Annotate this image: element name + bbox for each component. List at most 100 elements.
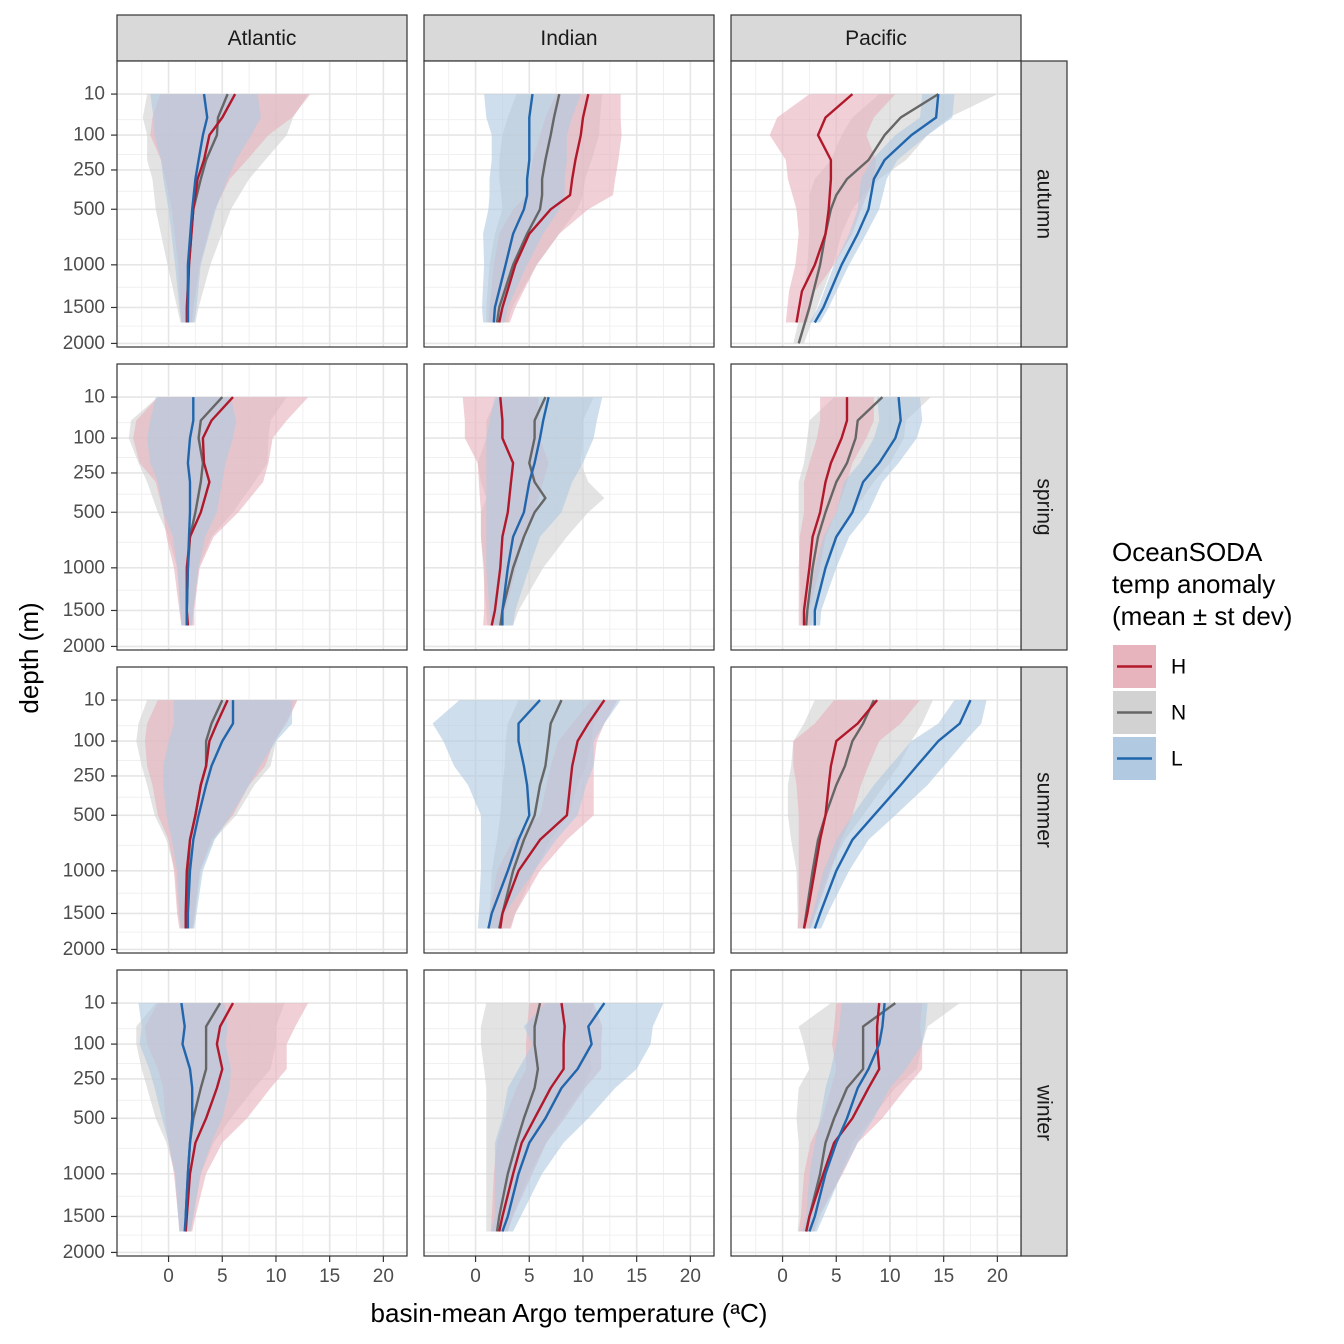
legend: OceanSODA temp anomaly (mean ± st dev) H…: [1112, 537, 1292, 780]
panel-winter-pacific: [730, 969, 1022, 1257]
mean-line-L: [492, 93, 534, 323]
panel-data: [136, 699, 298, 929]
mean-line-N: [495, 93, 561, 323]
y-tick-label: 1000: [63, 557, 105, 578]
y-tick-label: 10: [84, 993, 105, 1014]
x-tick-label: 0: [777, 1266, 788, 1287]
legend-title-line-3: (mean ± st dev): [1112, 601, 1292, 631]
y-tick-label: 500: [73, 1108, 105, 1129]
x-tick-label: 5: [217, 1266, 228, 1287]
x-axis-title: basin-mean Argo temperature (ªC): [371, 1298, 768, 1328]
mean-line-H: [184, 699, 229, 929]
mean-line-L: [808, 1002, 886, 1232]
x-tick-label: 0: [163, 1266, 174, 1287]
x-tick-label: 20: [373, 1266, 394, 1287]
basin-strips: Atlantic Indian Pacific: [116, 14, 1022, 62]
legend-title-line-2: temp anomaly: [1112, 569, 1275, 599]
ribbon-L: [163, 700, 293, 929]
y-tick-label: 1000: [63, 860, 105, 881]
y-tick-label: 100: [73, 1034, 105, 1055]
basin-label: Atlantic: [228, 27, 297, 50]
x-tick-label: 15: [319, 1266, 340, 1287]
ribbon-L: [150, 94, 261, 323]
y-tick-label: 100: [73, 428, 105, 449]
season-strips: autumn spring summer winter: [1020, 60, 1068, 1257]
ribbon-L: [808, 700, 987, 929]
legend-item-L: L: [1113, 737, 1183, 780]
mean-line-N: [802, 699, 875, 929]
mean-line-N: [797, 93, 939, 344]
y-tick-label: 2000: [63, 333, 105, 354]
mean-line-H: [805, 1002, 881, 1232]
legend-item-H: H: [1113, 645, 1186, 688]
panel-border: [116, 666, 408, 954]
legend-title-line-1: OceanSODA: [1112, 537, 1263, 567]
y-tick-label: 10: [84, 84, 105, 105]
basin-label: Pacific: [845, 27, 907, 50]
mean-line-H: [802, 397, 849, 626]
legend-keys: HNL: [1113, 645, 1186, 780]
panel-spring-atlantic: [116, 363, 408, 651]
panel-data: [462, 396, 605, 626]
season-strip-spring: spring: [1020, 363, 1068, 651]
y-tick-label: 1000: [63, 254, 105, 275]
panel-spring-pacific: [730, 363, 1022, 651]
x-tick-label: 5: [524, 1266, 535, 1287]
panel-data: [798, 396, 931, 626]
basin-strip-atlantic: Atlantic: [116, 14, 408, 62]
y-tick-label: 500: [73, 805, 105, 826]
legend-label: H: [1171, 656, 1186, 679]
season-strip-winter: winter: [1020, 969, 1068, 1257]
panel-summer-atlantic: [116, 666, 408, 954]
y-axis-ticks: 10 100 250 500 1000 1500 2000 10 100 250 500 1000 15…: [63, 84, 117, 1263]
panel-autumn-indian: [423, 60, 715, 348]
y-tick-label: 1500: [63, 297, 105, 318]
panel-data: [142, 93, 311, 323]
y-tick-label: 500: [73, 502, 105, 523]
y-tick-label: 250: [73, 1068, 105, 1089]
mean-line-L: [501, 1002, 606, 1232]
x-tick-label: 20: [680, 1266, 701, 1287]
mean-line-H: [184, 1002, 235, 1232]
ribbon-L: [147, 397, 237, 626]
mean-line-L: [180, 1002, 194, 1232]
x-tick-label: 20: [987, 1266, 1008, 1287]
mean-line-N: [805, 1002, 897, 1232]
y-tick-label: 2000: [63, 636, 105, 657]
season-label: winter: [1033, 1084, 1056, 1141]
basin-label: Indian: [540, 27, 597, 50]
mean-line-N: [805, 396, 884, 626]
y-axis-title: depth (m): [14, 602, 44, 713]
y-tick-label: 2000: [63, 1242, 105, 1263]
mean-line-L: [186, 93, 209, 323]
mean-line-L: [186, 700, 235, 929]
basin-strip-pacific: Pacific: [730, 14, 1022, 62]
panel-data: [482, 93, 622, 323]
panel-winter-indian: [423, 969, 715, 1257]
panel-autumn-atlantic: [116, 60, 408, 348]
ribbon-L: [482, 94, 581, 323]
panel-border: [116, 363, 408, 651]
panel-summer-pacific: [730, 666, 1022, 954]
mean-line-L: [813, 699, 972, 929]
y-tick-label: 1500: [63, 903, 105, 924]
legend-label: N: [1171, 702, 1186, 725]
mean-line-H: [498, 1002, 566, 1232]
y-tick-label: 250: [73, 765, 105, 786]
panel-data: [128, 396, 309, 626]
season-label: summer: [1033, 772, 1056, 848]
x-tick-label: 10: [265, 1266, 286, 1287]
mean-line-L: [813, 93, 940, 324]
panel-border: [423, 969, 715, 1257]
panel-winter-atlantic: [116, 969, 408, 1257]
mean-line-H: [490, 396, 515, 626]
ribbon-L: [809, 94, 955, 323]
season-label: autumn: [1033, 169, 1056, 239]
x-tick-label: 5: [831, 1266, 842, 1287]
panel-border: [423, 363, 715, 651]
panel-border: [116, 969, 408, 1257]
y-tick-label: 1500: [63, 600, 105, 621]
panel-border: [116, 60, 408, 348]
panel-data: [432, 699, 621, 929]
